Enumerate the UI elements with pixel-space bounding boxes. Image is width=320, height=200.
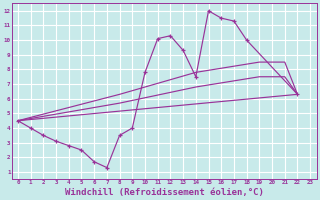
X-axis label: Windchill (Refroidissement éolien,°C): Windchill (Refroidissement éolien,°C) (65, 188, 263, 197)
